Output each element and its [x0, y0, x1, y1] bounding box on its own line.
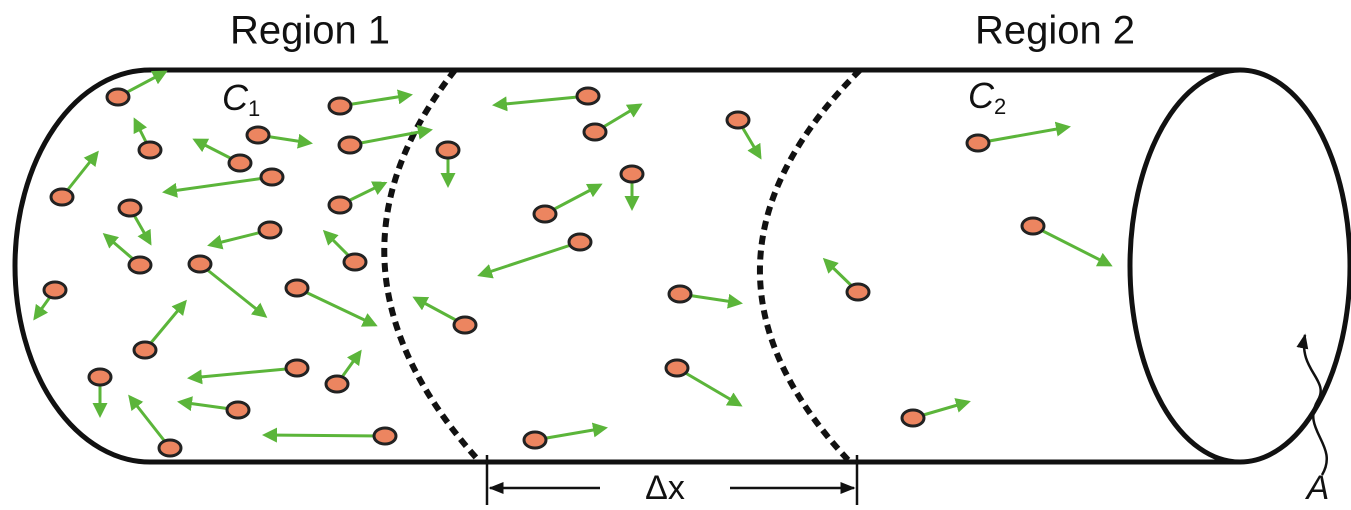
particle — [374, 428, 396, 444]
particle — [44, 282, 66, 298]
particle — [159, 440, 181, 456]
particle — [286, 280, 308, 296]
c1-subscript: 1 — [248, 96, 260, 121]
velocity-arrow — [265, 435, 385, 436]
particle — [129, 257, 151, 273]
particle — [51, 189, 73, 205]
delta-x-label: Δx — [645, 469, 685, 507]
particle — [1022, 218, 1044, 234]
particle — [329, 197, 351, 213]
particle — [666, 360, 688, 376]
particle — [89, 369, 111, 385]
particle — [247, 127, 269, 143]
velocity-arrow — [480, 242, 580, 275]
c2-symbol: C — [968, 75, 995, 116]
particle — [261, 169, 283, 185]
diffusion-diagram: Region 1 Region 2 C1 C2 Δx A — [0, 0, 1351, 510]
velocity-arrow — [1033, 226, 1110, 265]
velocity-arrow — [190, 368, 297, 378]
velocity-arrow — [200, 264, 265, 316]
particle — [259, 222, 281, 238]
particle — [534, 206, 556, 222]
slab-boundary — [384, 70, 480, 462]
particle — [437, 142, 459, 158]
particle — [967, 135, 989, 151]
velocity-arrow — [165, 177, 272, 192]
particles — [35, 72, 1110, 456]
c2-label: C2 — [968, 75, 1006, 119]
c2-subscript: 2 — [994, 94, 1006, 119]
particle — [134, 342, 156, 358]
particle — [119, 200, 141, 216]
particle — [584, 124, 606, 140]
slab-boundaries — [384, 70, 860, 462]
c1-label: C1 — [222, 77, 260, 121]
particle — [227, 402, 249, 418]
particle — [569, 234, 591, 250]
particle — [727, 112, 749, 128]
particle — [847, 284, 869, 300]
velocity-arrow — [495, 96, 588, 105]
region-2-label: Region 2 — [975, 9, 1135, 53]
area-label: A — [1305, 469, 1330, 507]
particle — [189, 256, 211, 272]
particle — [139, 142, 161, 158]
area-pointer — [1304, 335, 1327, 475]
particle — [577, 88, 599, 104]
c1-symbol: C — [222, 77, 249, 118]
particle — [902, 410, 924, 426]
velocity-arrow — [978, 127, 1068, 143]
particle — [621, 166, 643, 182]
particle — [339, 137, 361, 153]
region-1-label: Region 1 — [230, 9, 390, 53]
particle — [344, 254, 366, 270]
cylinder — [15, 70, 1350, 462]
particle — [326, 376, 348, 392]
particle — [229, 155, 251, 171]
particle — [669, 286, 691, 302]
slab-boundary — [760, 70, 860, 462]
velocity-arrow — [297, 288, 375, 325]
particle — [107, 89, 129, 105]
particle — [329, 98, 351, 114]
particle — [524, 432, 546, 448]
particle — [286, 360, 308, 376]
particle — [454, 317, 476, 333]
